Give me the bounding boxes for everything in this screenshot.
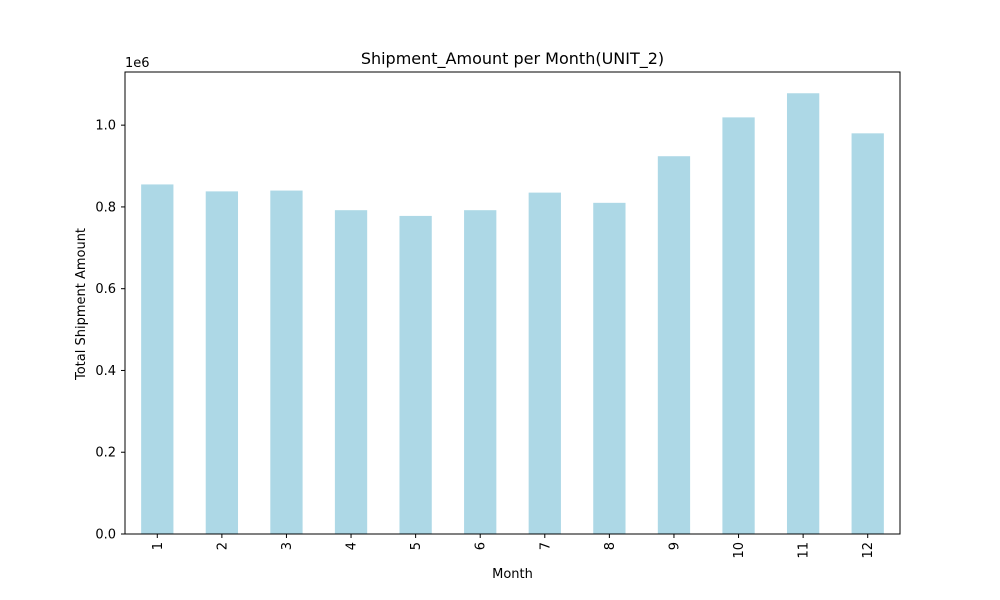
y-tick-label: 1.0 xyxy=(95,119,116,134)
x-tick-label: 8 xyxy=(603,542,618,550)
x-tick-label: 3 xyxy=(280,542,295,550)
x-tick-label: 7 xyxy=(538,542,553,550)
y-axis-label: Total Shipment Amount xyxy=(74,228,89,381)
bar-month-4 xyxy=(334,210,368,534)
bar-month-1 xyxy=(141,184,174,534)
x-tick-label: 4 xyxy=(345,542,360,550)
y-offset-label: 1e6 xyxy=(125,56,150,71)
x-axis-label: Month xyxy=(492,567,533,582)
bar-month-2 xyxy=(205,191,239,534)
bar-month-10 xyxy=(722,117,755,535)
x-tick-label: 10 xyxy=(732,542,747,559)
x-tick-label: 11 xyxy=(797,542,812,559)
y-tick-label: 0.0 xyxy=(95,528,116,543)
y-tick-label: 0.8 xyxy=(95,200,116,215)
x-axis-ticks: 1 2 3 4 5 6 7 8 9 10 11 12 xyxy=(151,534,876,559)
x-tick-label: 12 xyxy=(861,542,876,559)
y-tick-label: 0.2 xyxy=(95,446,116,461)
bar-month-8 xyxy=(593,202,626,535)
bars-group xyxy=(141,93,884,535)
bar-month-11 xyxy=(786,93,820,534)
y-axis-ticks: 0.0 0.2 0.4 0.6 0.8 1.0 xyxy=(95,119,125,543)
x-tick-label: 5 xyxy=(409,542,424,550)
bar-month-6 xyxy=(464,210,497,534)
bar-month-9 xyxy=(657,156,691,534)
x-tick-label: 6 xyxy=(474,542,489,550)
x-tick-label: 9 xyxy=(667,542,682,550)
bar-month-5 xyxy=(399,215,432,534)
chart-title: Shipment_Amount per Month(UNIT_2) xyxy=(361,49,664,69)
bar-month-12 xyxy=(851,133,884,534)
y-tick-label: 0.6 xyxy=(95,282,116,297)
y-tick-label: 0.4 xyxy=(95,364,116,379)
bar-month-3 xyxy=(270,190,303,534)
bar-month-7 xyxy=(528,192,561,534)
plot-frame xyxy=(124,71,901,535)
x-tick-label: 1 xyxy=(151,542,166,550)
x-tick-label: 2 xyxy=(215,542,230,550)
